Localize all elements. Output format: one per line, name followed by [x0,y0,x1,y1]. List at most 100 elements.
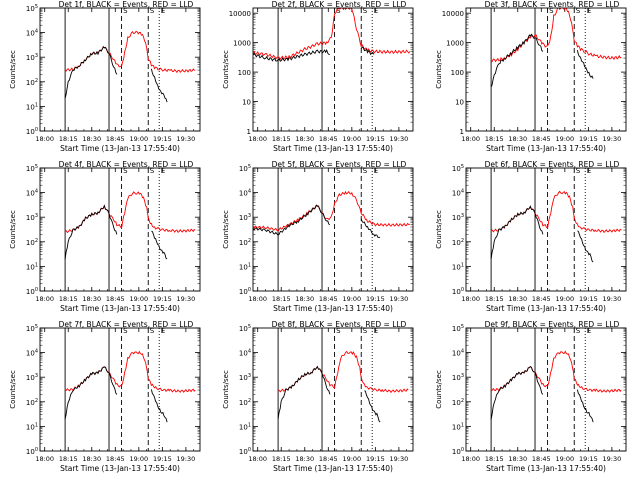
y-tick-label: 10 [242,99,251,107]
series-group [64,350,196,423]
panel-title: Det 9f, BLACK = Events, RED = LLD [485,320,620,329]
x-tick-label: 18:15 [59,135,78,143]
x-tick-label: 19:15 [153,455,172,463]
x-tick-label: 18:15 [485,135,504,143]
marker-label: E [587,7,591,15]
y-tick-label: 10 [455,99,464,107]
series-events-black [150,389,168,423]
x-tick-label: 18:45 [319,295,338,303]
y-tick-label: 101 [26,102,38,111]
y-tick-label: 101 [26,422,38,431]
panel-title: Det 3f, BLACK = Events, RED = LLD [485,0,620,9]
x-tick-label: 19:30 [390,135,409,143]
y-axis-label: Counts/sec [435,210,443,249]
x-tick-label: 18:00 [248,455,267,463]
panel-det-3: Det 3f, BLACK = Events, RED = LLD Counts/… [435,0,627,153]
y-tick-label: 103 [239,213,251,222]
series-events-black [360,46,375,56]
series-group [490,350,622,423]
y-tick-label: 103 [26,373,38,382]
panel-det-6: Det 6f, BLACK = Events, RED = LLD Counts/… [435,160,627,313]
x-tick-label: 18:30 [82,135,101,143]
marker-label: E [374,327,378,335]
x-tick-label: 18:00 [461,455,480,463]
x-tick-label: 18:00 [248,295,267,303]
y-tick-label: 102 [26,78,38,87]
y-tick-label: 104 [26,349,38,358]
series-events-black [64,45,118,99]
x-tick-label: 19:00 [555,135,574,143]
plot-frame [252,7,414,132]
y-tick-label: 102 [452,398,464,407]
panel-title: Det 5f, BLACK = Events, RED = LLD [272,160,407,169]
panel-title: Det 7f, BLACK = Events, RED = LLD [59,320,194,329]
y-tick-label: 102 [452,238,464,247]
series-events-black [64,366,118,420]
y-tick-label: 101 [239,262,251,271]
x-tick-label: 19:30 [390,455,409,463]
x-axis-label: Start Time (13-Jan-13 17:55:40) [60,304,180,313]
x-axis-label: Start Time (13-Jan-13 17:55:40) [60,144,180,153]
series-events-black [576,389,594,423]
plot-frame [252,167,414,292]
y-axis-label: Counts/sec [9,210,17,249]
panel-det-2: Det 2f, BLACK = Events, RED = LLD Counts/… [222,0,414,153]
x-tick-label: 18:30 [508,135,527,143]
y-tick-label: 1000 [446,40,464,48]
y-tick-label: 10000 [229,10,251,18]
marker-label: S [336,167,341,175]
y-tick-label: 101 [452,422,464,431]
x-tick-label: 19:15 [366,455,385,463]
series-events-black [577,230,594,263]
y-tick-label: 105 [239,164,251,173]
y-axis-label: Counts/sec [222,50,230,89]
marker-label: S [336,7,341,15]
series-events-black [277,365,331,419]
y-tick-label: 103 [26,53,38,62]
x-tick-label: 19:15 [153,135,172,143]
marker-label: E [161,327,165,335]
plot-frame [465,167,627,292]
x-tick-label: 18:15 [59,295,78,303]
x-tick-label: 19:00 [555,295,574,303]
y-tick-label: 10000 [442,10,464,18]
series-group [64,30,196,103]
y-tick-label: 1000 [233,40,251,48]
y-tick-label: 102 [26,238,38,247]
marker-label: S [123,167,128,175]
x-tick-label: 19:30 [177,455,196,463]
x-tick-label: 19:30 [390,295,409,303]
x-tick-label: 19:00 [342,135,361,143]
plot-frame [39,167,201,292]
y-tick-label: 103 [239,373,251,382]
y-tick-label: 100 [451,69,464,77]
series-events-black [364,390,381,423]
series-events-black [64,204,118,260]
x-tick-label: 18:15 [485,295,504,303]
series-group [64,191,196,260]
x-tick-label: 18:00 [461,295,480,303]
marker-label: E [587,327,591,335]
x-tick-label: 18:15 [485,455,504,463]
series-lld-red [491,190,622,234]
panel-det-4: Det 4f, BLACK = Events, RED = LLD Counts/… [9,160,201,313]
y-tick-label: 105 [26,324,38,333]
y-tick-label: 104 [452,349,464,358]
y-tick-label: 101 [452,262,464,271]
y-tick-label: 104 [452,189,464,198]
panel-det-9: Det 9f, BLACK = Events, RED = LLD Counts/… [435,320,627,473]
marker-label: S [363,7,368,15]
x-axis-label: Start Time (13-Jan-13 17:55:40) [273,464,393,473]
marker-label: E [374,167,378,175]
y-tick-label: 105 [452,324,464,333]
series-lld-red [490,350,622,393]
panel-det-1: Det 1f, BLACK = Events, RED = LLD Counts/… [9,0,201,153]
panel-title: Det 4f, BLACK = Events, RED = LLD [59,160,194,169]
y-axis-label: Counts/sec [435,370,443,409]
series-events-black [253,204,331,236]
y-axis-label: Counts/sec [9,50,17,89]
x-tick-label: 19:30 [177,295,196,303]
y-tick-label: 101 [239,422,251,431]
x-axis-label: Start Time (13-Jan-13 17:55:40) [60,464,180,473]
marker-label: E [587,167,591,175]
